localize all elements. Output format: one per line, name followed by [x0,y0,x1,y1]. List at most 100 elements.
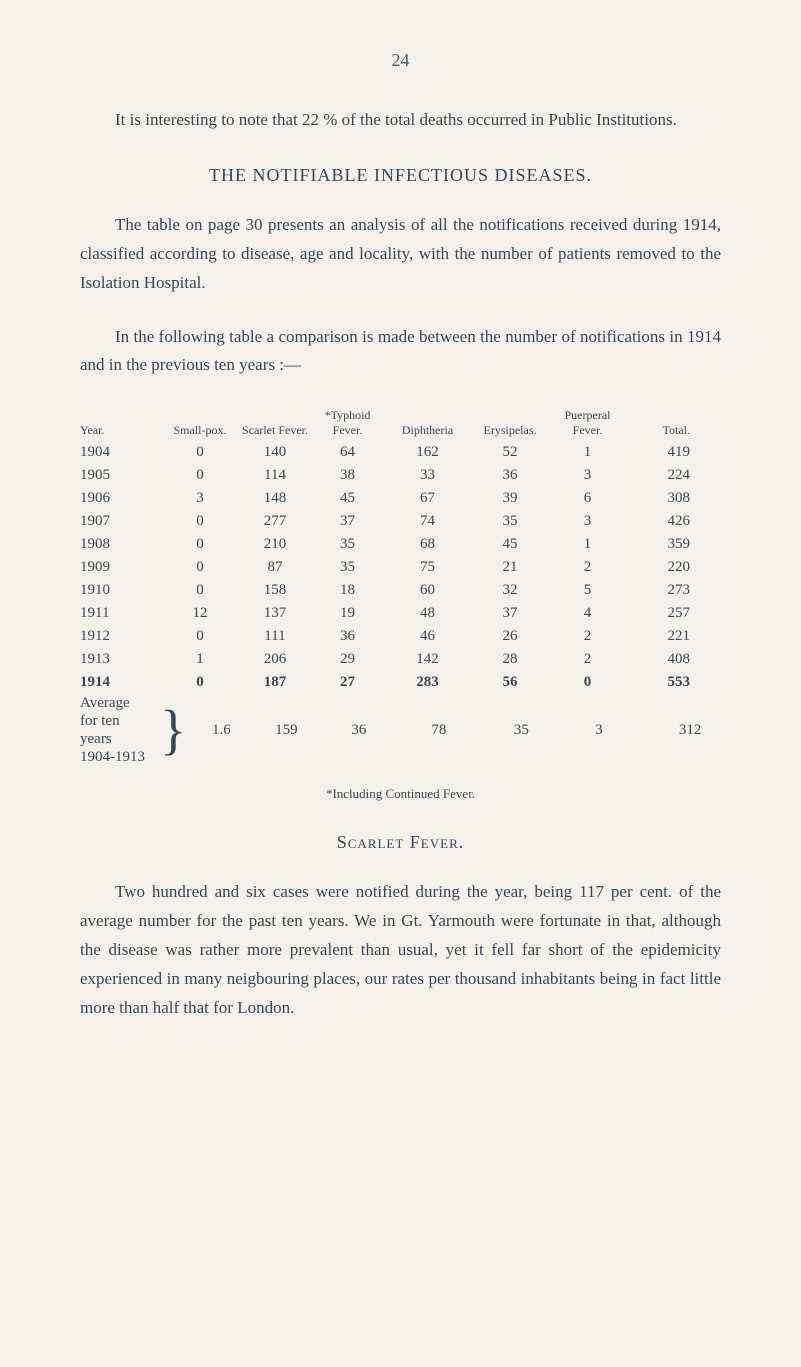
table-row: 190802103568451359 [80,533,721,556]
cell: 0 [550,674,625,691]
table-row: 191201113646262221 [80,625,721,648]
avg-line: years [80,730,160,748]
cell: 32 [470,582,550,599]
cell: 553 [625,674,690,691]
cell: 35 [310,559,385,576]
cell: 206 [240,651,310,668]
cell: 0 [160,536,240,553]
table-row: 1911121371948374257 [80,602,721,625]
cell: 277 [240,513,310,530]
cell: 1.6 [191,722,251,739]
header-typhoid: *Typhoid Fever. [310,408,385,438]
table-row-bold: 1914 0 187 27 283 56 0 553 [80,671,721,694]
cell: 45 [470,536,550,553]
data-table: Year. Small-pox. Scarlet Fever. *Typhoid… [80,405,721,766]
cell: 1913 [80,651,160,668]
cell: 39 [470,490,550,507]
cell: 75 [385,559,470,576]
cell: 74 [385,513,470,530]
cell: 2 [550,559,625,576]
cell: 142 [385,651,470,668]
cell: 6 [550,490,625,507]
cell: 162 [385,444,470,461]
cell: 38 [310,467,385,484]
cell: 56 [470,674,550,691]
table-row: 1913120629142282408 [80,648,721,671]
avg-line: 1904-1913 [80,748,160,766]
table-row: 190501143833363224 [80,464,721,487]
cell: 221 [625,628,690,645]
cell: 137 [240,605,310,622]
cell: 2 [550,628,625,645]
cell: 140 [240,444,310,461]
intro-paragraph: It is interesting to note that 22 % of t… [80,106,721,135]
cell: 35 [310,536,385,553]
table-row: 19090873575212220 [80,556,721,579]
cell: 1914 [80,674,160,691]
cell: 60 [385,582,470,599]
cell: 1906 [80,490,160,507]
cell: 68 [385,536,470,553]
cell: 46 [385,628,470,645]
cell: 36 [470,467,550,484]
cell: 419 [625,444,690,461]
cell: 312 [636,722,701,739]
cell: 36 [310,628,385,645]
cell: 3 [160,490,240,507]
cell: 78 [396,722,481,739]
cell: 29 [310,651,385,668]
cell: 1910 [80,582,160,599]
cell: 1912 [80,628,160,645]
cell: 67 [385,490,470,507]
cell: 1904 [80,444,160,461]
cell: 187 [240,674,310,691]
cell: 1905 [80,467,160,484]
cell: 0 [160,674,240,691]
cell: 0 [160,559,240,576]
header-year: Year. [80,423,160,438]
cell: 19 [310,605,385,622]
header-total: Total. [625,423,690,438]
cell: 64 [310,444,385,461]
cell: 257 [625,605,690,622]
cell: 37 [310,513,385,530]
cell: 28 [470,651,550,668]
cell: 48 [385,605,470,622]
cell: 114 [240,467,310,484]
cell: 4 [550,605,625,622]
cell: 283 [385,674,470,691]
cell: 0 [160,513,240,530]
header-diphtheria: Diphtheria [385,423,470,438]
cell: 1907 [80,513,160,530]
table-header-row: Year. Small-pox. Scarlet Fever. *Typhoid… [80,405,721,441]
header-puerperal: Puerperal Fever. [550,408,625,438]
cell: 148 [240,490,310,507]
cell: 111 [240,628,310,645]
paragraph-2: The table on page 30 presents an analysi… [80,211,721,298]
header-scarlet: Scarlet Fever. [240,423,310,438]
page-number: 24 [80,50,721,71]
cell: 220 [625,559,690,576]
section-heading: THE NOTIFIABLE INFECTIOUS DISEASES. [80,165,721,186]
avg-line: for ten [80,712,160,730]
table-row: 1904014064162521419 [80,441,721,464]
cell: 0 [160,582,240,599]
cell: 426 [625,513,690,530]
average-label: Average for ten years 1904-1913 [80,694,160,766]
subheading: Scarlet Fever. [80,832,721,853]
cell: 273 [625,582,690,599]
cell: 159 [251,722,321,739]
cell: 1909 [80,559,160,576]
paragraph-3: In the following table a comparison is m… [80,323,721,381]
cell: 408 [625,651,690,668]
cell: 5 [550,582,625,599]
cell: 52 [470,444,550,461]
cell: 1 [160,651,240,668]
cell: 210 [240,536,310,553]
cell: 3 [550,513,625,530]
table-average-row: Average for ten years 1904-1913 } 1.6 15… [80,694,721,766]
cell: 224 [625,467,690,484]
brace-icon: } [160,708,186,752]
paragraph-4: Two hundred and six cases were notified … [80,878,721,1022]
cell: 2 [550,651,625,668]
